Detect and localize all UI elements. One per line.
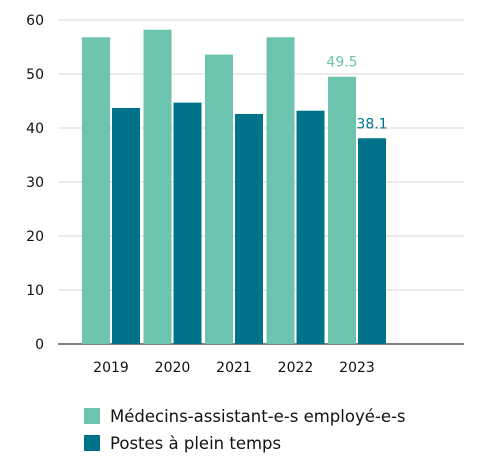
bar-employes-2020 (143, 29, 172, 344)
x-axis-ticks: 2019 2020 2021 2022 2023 (93, 360, 375, 376)
bar-postes-2019 (112, 108, 140, 345)
bar-postes-2021 (235, 113, 263, 345)
x-tick-label: 2019 (93, 360, 129, 376)
x-tick-label: 2022 (278, 360, 314, 376)
data-label: 49.5 (326, 55, 357, 71)
data-label: 38.1 (356, 116, 387, 132)
y-tick-label: 50 (26, 67, 44, 83)
legend-label: Médecins-assistant-e-s employé-e-s (110, 407, 406, 426)
bar-postes-2022 (296, 110, 325, 344)
bar-employes-2021 (205, 54, 233, 345)
bar-employes-2023 (328, 76, 356, 344)
x-tick-label: 2020 (155, 360, 191, 376)
y-tick-label: 60 (26, 13, 44, 29)
y-tick-label: 20 (26, 229, 44, 245)
bar-postes-2023 (358, 138, 386, 344)
bar-employes-2019 (82, 37, 110, 344)
legend-label: Postes à plein temps (110, 434, 281, 453)
y-tick-label: 10 (26, 283, 44, 299)
legend: Médecins-assistant-e-s employé-e-s Postes… (84, 407, 406, 453)
y-tick-label: 0 (35, 337, 44, 353)
x-tick-label: 2021 (216, 360, 252, 376)
bar-employes-2022 (266, 37, 295, 344)
data-labels: 49.5 38.1 (326, 55, 387, 133)
y-tick-label: 30 (26, 175, 44, 191)
x-tick-label: 2023 (339, 360, 375, 376)
legend-swatch (84, 408, 100, 424)
legend-swatch (84, 435, 100, 451)
bars (82, 29, 386, 345)
bar-postes-2020 (173, 102, 202, 345)
y-tick-label: 40 (26, 121, 44, 137)
y-axis-ticks: 0 10 20 30 40 50 60 (26, 13, 44, 353)
